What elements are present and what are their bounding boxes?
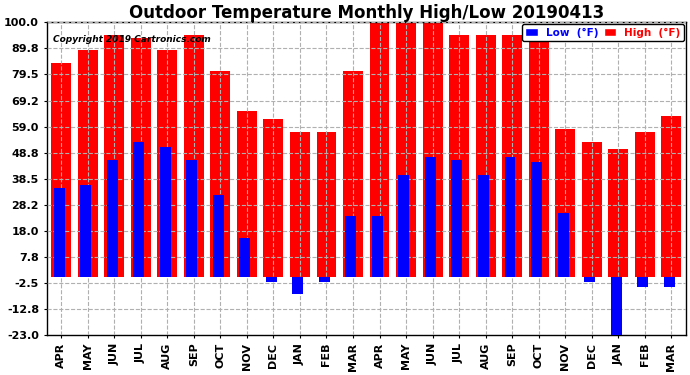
Bar bbox=[54, 188, 65, 277]
Bar bbox=[611, 277, 622, 340]
Bar bbox=[213, 195, 224, 277]
Title: Outdoor Temperature Monthly High/Low 20190413: Outdoor Temperature Monthly High/Low 201… bbox=[128, 4, 604, 22]
Bar bbox=[239, 238, 250, 277]
Bar bbox=[293, 277, 304, 294]
Bar bbox=[529, 40, 549, 277]
Bar bbox=[396, 22, 416, 277]
Legend: Low  (°F), High  (°F): Low (°F), High (°F) bbox=[522, 24, 684, 41]
Bar bbox=[317, 132, 337, 277]
Bar bbox=[664, 277, 675, 287]
Bar bbox=[160, 147, 170, 277]
Bar bbox=[319, 277, 330, 282]
Bar bbox=[635, 132, 655, 277]
Bar bbox=[346, 216, 356, 277]
Bar bbox=[449, 35, 469, 277]
Bar bbox=[609, 150, 628, 277]
Text: Copyright 2019 Cartronics.com: Copyright 2019 Cartronics.com bbox=[53, 35, 211, 44]
Bar bbox=[558, 213, 569, 277]
Bar bbox=[555, 129, 575, 277]
Bar bbox=[290, 132, 310, 277]
Bar bbox=[504, 157, 515, 277]
Bar bbox=[475, 35, 495, 277]
Bar bbox=[104, 35, 124, 277]
Bar bbox=[661, 116, 681, 277]
Bar bbox=[107, 160, 118, 277]
Bar bbox=[637, 277, 648, 287]
Bar bbox=[502, 35, 522, 277]
Bar bbox=[372, 216, 383, 277]
Bar bbox=[370, 22, 389, 277]
Bar bbox=[157, 50, 177, 277]
Bar bbox=[80, 185, 91, 277]
Bar bbox=[343, 70, 363, 277]
Bar bbox=[186, 160, 197, 277]
Bar bbox=[184, 35, 204, 277]
Bar bbox=[264, 119, 284, 277]
Bar bbox=[210, 70, 230, 277]
Bar bbox=[531, 162, 542, 277]
Bar bbox=[133, 142, 144, 277]
Bar bbox=[425, 157, 436, 277]
Bar bbox=[584, 277, 595, 282]
Bar bbox=[266, 277, 277, 282]
Bar bbox=[51, 63, 71, 277]
Bar bbox=[422, 22, 442, 277]
Bar bbox=[131, 38, 151, 277]
Bar bbox=[582, 142, 602, 277]
Bar bbox=[398, 175, 409, 277]
Bar bbox=[478, 175, 489, 277]
Bar bbox=[78, 50, 98, 277]
Bar bbox=[451, 160, 462, 277]
Bar bbox=[237, 111, 257, 277]
